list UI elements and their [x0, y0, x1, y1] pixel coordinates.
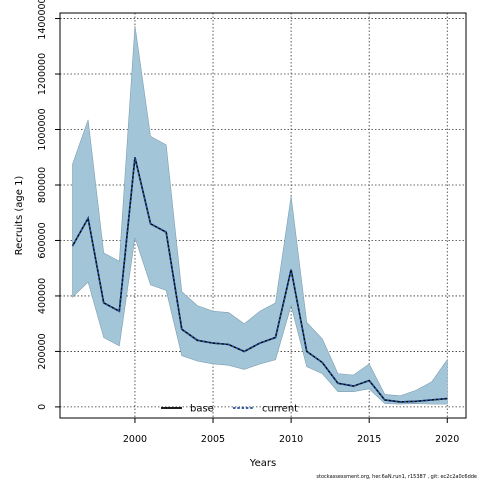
- y-axis: 0 200000 400000 600000 800000 1000000 1200000 1…: [37, 0, 60, 410]
- y-tick-label: 0: [37, 404, 48, 410]
- series-line-current: [71, 157, 448, 403]
- legend: base current: [161, 404, 298, 415]
- footer-text: stockassessment.org, her.6aN.run1, r1538…: [316, 474, 477, 480]
- y-tick-label: 1400000: [37, 0, 48, 40]
- series-lines: [71, 157, 448, 403]
- x-axis: 2000 2005 2010 2015 2020: [123, 418, 459, 445]
- x-tick-label: 2015: [357, 434, 381, 445]
- y-tick-label: 600000: [37, 222, 48, 258]
- x-axis-title: Years: [249, 458, 276, 469]
- y-tick-label: 1000000: [37, 108, 48, 150]
- y-tick-label: 800000: [37, 167, 48, 203]
- x-tick-label: 2020: [435, 434, 459, 445]
- y-tick-label: 400000: [37, 278, 48, 314]
- x-tick-label: 2000: [123, 434, 147, 445]
- y-axis-title: Recruits (age 1): [14, 176, 25, 256]
- x-tick-label: 2005: [201, 434, 225, 445]
- legend-base-label: base: [190, 404, 214, 415]
- x-tick-label: 2010: [279, 434, 303, 445]
- legend-current-label: current: [262, 404, 298, 415]
- y-tick-label: 200000: [37, 333, 48, 369]
- confidence-band-area: [72, 25, 448, 405]
- plot-frame: [59, 12, 467, 419]
- confidence-band: [72, 25, 448, 405]
- y-tick-label: 1200000: [37, 53, 48, 95]
